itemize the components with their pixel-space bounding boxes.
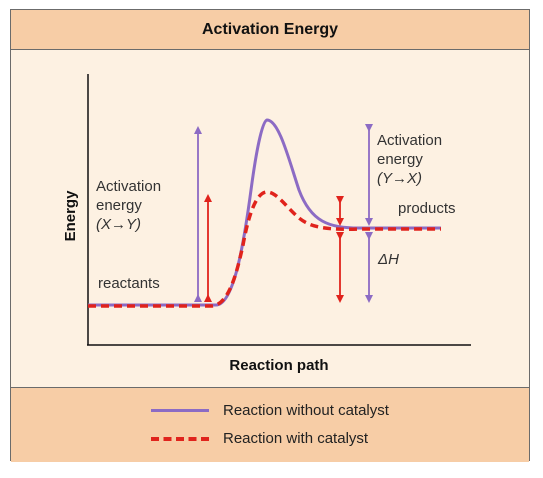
delta-h-label: ΔH xyxy=(377,251,399,268)
legend-dashed-line-swatch xyxy=(151,436,209,441)
figure-title: Activation Energy xyxy=(11,10,529,50)
legend-solid-line-swatch xyxy=(151,409,209,412)
legend-label-without-catalyst: Reaction without catalyst xyxy=(223,402,389,419)
activation-reverse-label-line3: (Y→X) xyxy=(377,170,422,187)
activation-forward-label-line3: (X→Y) xyxy=(96,216,141,233)
plot-panel: Energy Reaction path Activation energy (… xyxy=(11,50,529,387)
legend-item-with-catalyst: Reaction with catalyst xyxy=(151,430,368,447)
energy-diagram: Energy Reaction path Activation energy (… xyxy=(62,74,471,374)
activation-reverse-label-line2: energy xyxy=(377,151,423,168)
reactants-label: reactants xyxy=(98,275,160,292)
legend-item-without-catalyst: Reaction without catalyst xyxy=(151,402,389,419)
x-axis-title: Reaction path xyxy=(229,357,328,374)
activation-forward-label-line1: Activation xyxy=(96,178,161,195)
legend: Reaction without catalyst Reaction with … xyxy=(11,387,529,462)
curve-with-catalyst xyxy=(88,190,441,308)
activation-forward-label-line2: energy xyxy=(96,197,142,214)
activation-reverse-label-line1: Activation xyxy=(377,132,442,149)
y-axis-title: Energy xyxy=(62,190,79,242)
activation-energy-figure: Activation Energy Energy Reaction path xyxy=(10,9,530,462)
products-label: products xyxy=(398,200,456,217)
legend-label-with-catalyst: Reaction with catalyst xyxy=(223,430,369,447)
